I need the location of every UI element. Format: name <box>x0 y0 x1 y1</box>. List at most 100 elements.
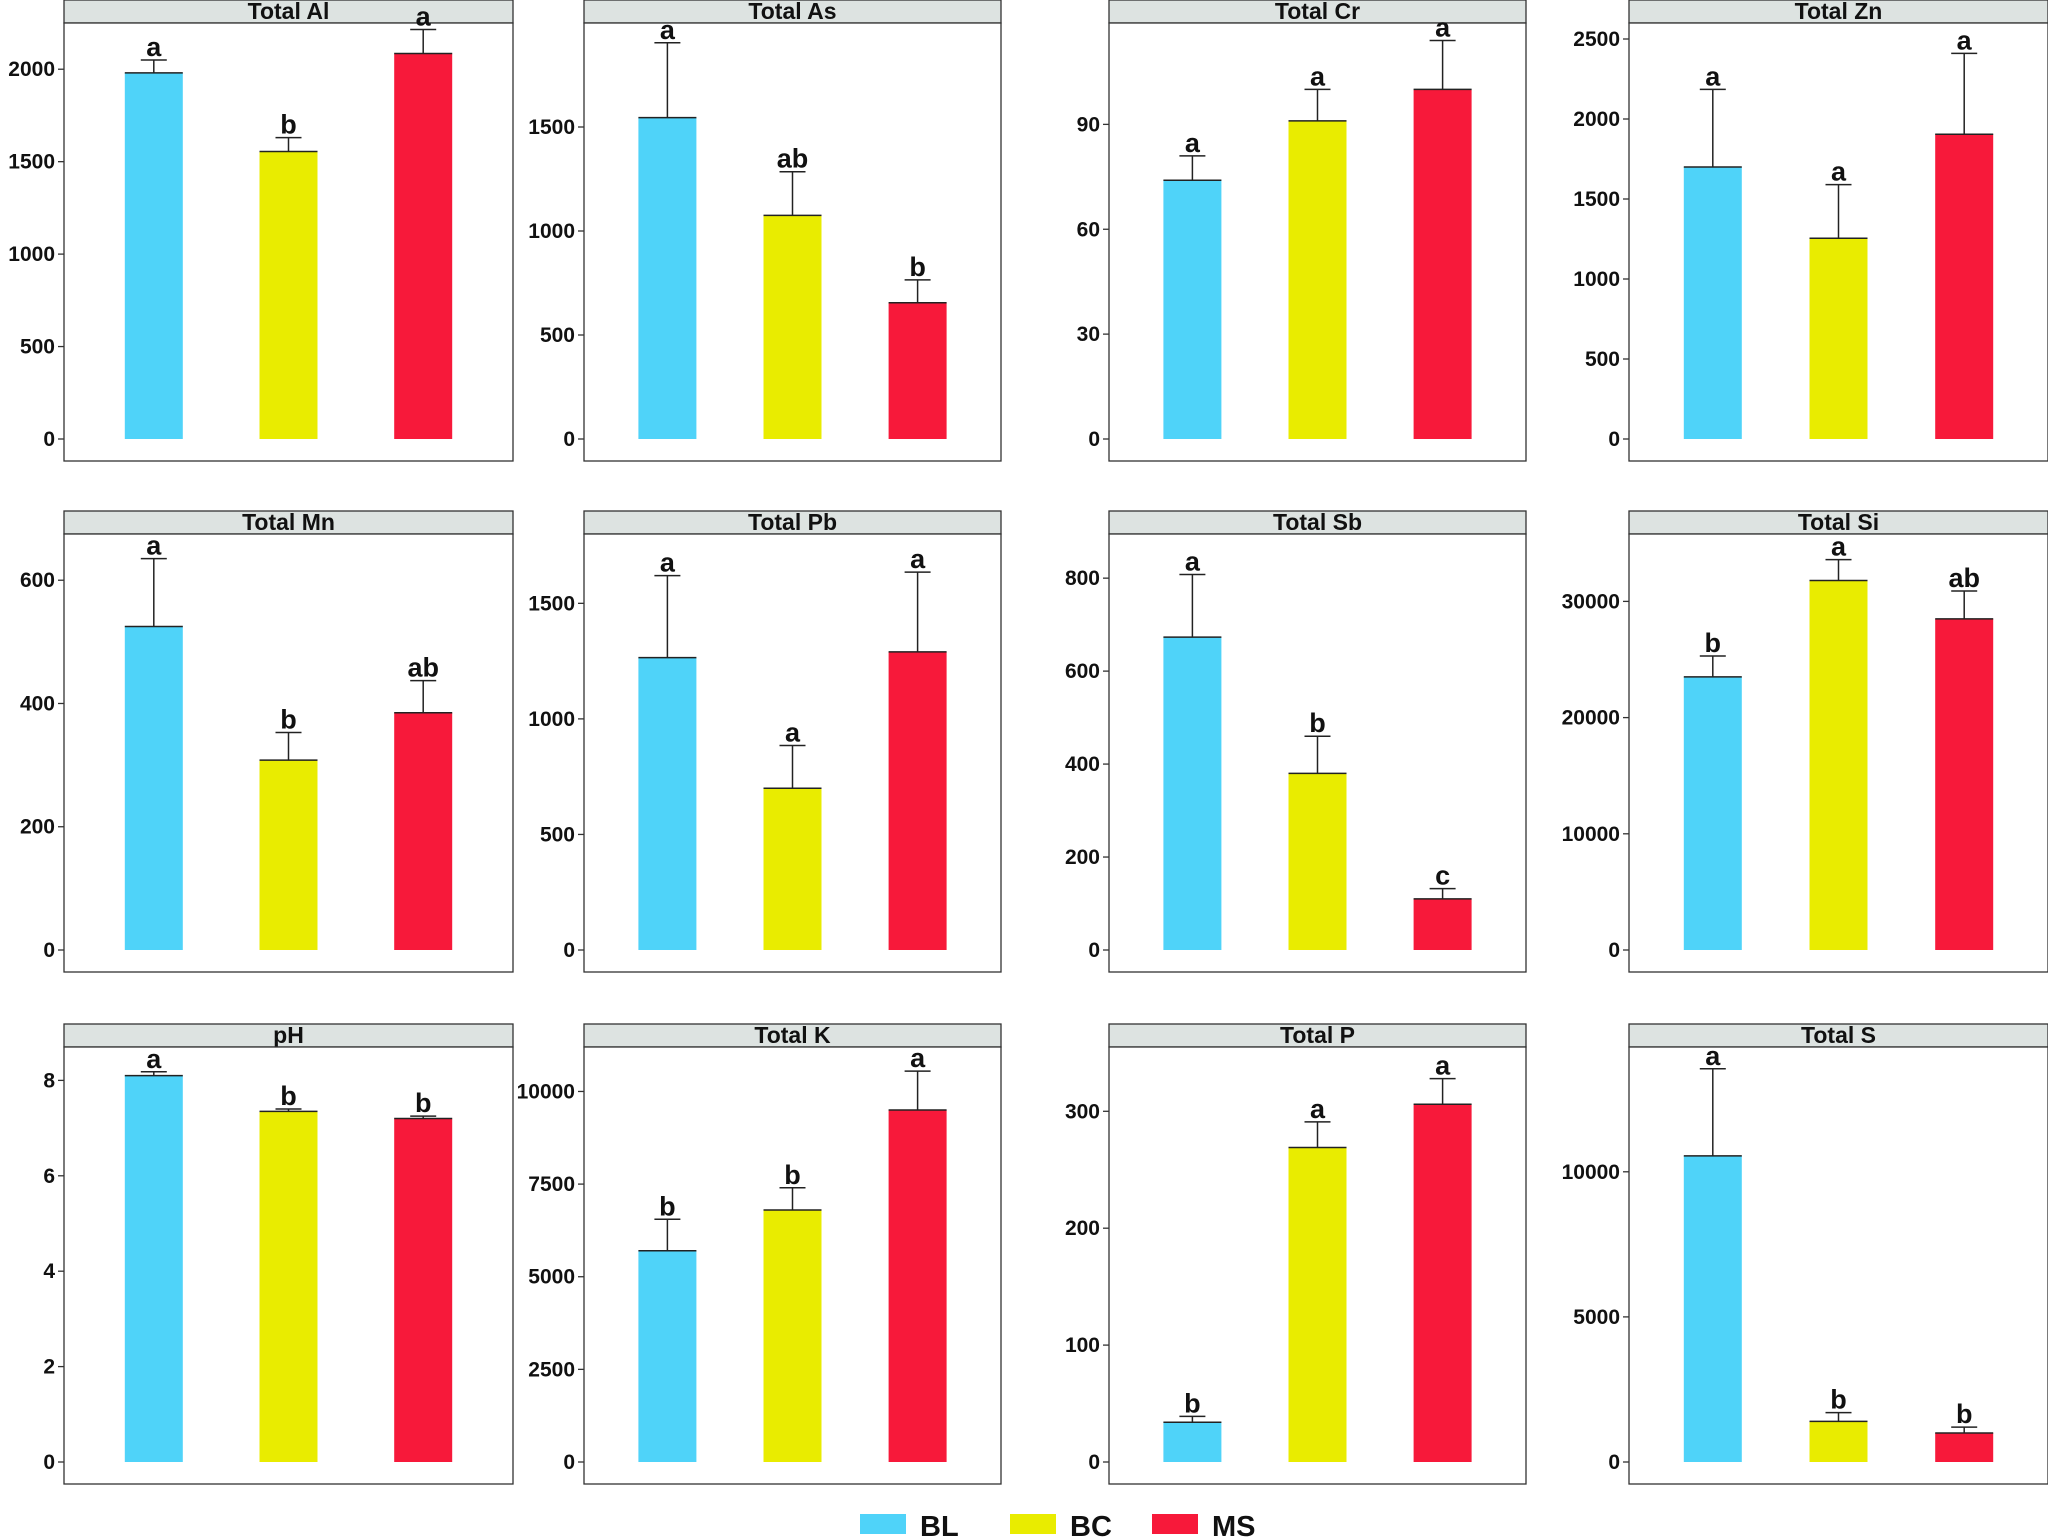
panel-title: Total Al <box>248 0 330 24</box>
y-tick-label: 0 <box>563 428 575 451</box>
bar-bc <box>259 760 318 950</box>
panel-total-k: Total K 0 2500 5000 7500 10000 b b a <box>517 1022 1002 1485</box>
y-tick-label: 200 <box>1065 846 1100 869</box>
bar-bc <box>259 151 318 439</box>
bar-bc <box>1809 1421 1868 1462</box>
significance-letter: a <box>146 531 162 561</box>
significance-letter: a <box>146 32 162 62</box>
y-tick-label: 2500 <box>1573 28 1620 51</box>
y-tick-label: 2000 <box>8 58 55 81</box>
y-tick-label: 10000 <box>1562 1161 1620 1184</box>
bar-bc <box>1809 580 1868 950</box>
y-tick-label: 2500 <box>528 1358 575 1381</box>
bar-ms <box>888 302 947 439</box>
bar-ms <box>888 1109 947 1462</box>
y-tick-label: 100 <box>1065 1334 1100 1357</box>
y-tick-label: 0 <box>1608 939 1620 962</box>
significance-letter: b <box>280 110 297 140</box>
panel-total-as: Total As 0 500 1000 1500 a ab b <box>528 0 1002 462</box>
y-tick-label: 0 <box>1608 1451 1620 1474</box>
bar-bl <box>1163 1422 1222 1462</box>
significance-letter: a <box>1957 25 1973 55</box>
legend-swatch <box>1152 1514 1198 1534</box>
y-tick-label: 300 <box>1065 1100 1100 1123</box>
y-tick-label: 600 <box>1065 660 1100 683</box>
bar-ms <box>1413 898 1472 950</box>
y-tick-label: 0 <box>43 428 55 451</box>
y-tick-label: 200 <box>1065 1217 1100 1240</box>
panel-title: Total As <box>748 0 836 24</box>
legend: BL BC MS <box>860 1511 1256 1540</box>
bar-bc <box>763 215 822 439</box>
significance-letter: ab <box>1948 563 1980 593</box>
y-tick-label: 800 <box>1065 567 1100 590</box>
y-tick-label: 10000 <box>517 1080 575 1103</box>
y-tick-label: 0 <box>1088 939 1100 962</box>
significance-letter: a <box>1310 1094 1326 1124</box>
y-tick-label: 1500 <box>528 592 575 615</box>
bar-ms <box>1413 89 1472 439</box>
significance-letter: a <box>660 15 676 45</box>
legend-swatch <box>860 1514 906 1534</box>
significance-letter: b <box>280 704 297 734</box>
panel-title: Total Zn <box>1795 0 1883 24</box>
y-tick-label: 2000 <box>1573 108 1620 131</box>
bar-bl <box>124 626 183 950</box>
significance-letter: b <box>1830 1385 1847 1415</box>
bar-bc <box>763 1210 822 1462</box>
significance-letter: b <box>415 1088 432 1118</box>
y-tick-label: 500 <box>1585 348 1620 371</box>
legend-label: BL <box>920 1511 959 1540</box>
significance-letter: b <box>1705 628 1722 658</box>
y-tick-label: 30000 <box>1562 590 1620 613</box>
bar-ms <box>394 712 453 950</box>
significance-letter: a <box>146 1044 162 1074</box>
y-tick-label: 20000 <box>1562 707 1620 730</box>
bar-bc <box>1288 1147 1347 1462</box>
y-tick-label: 1500 <box>8 151 55 174</box>
significance-letter: b <box>909 252 926 282</box>
y-tick-label: 4 <box>43 1260 55 1283</box>
bar-ms <box>888 651 947 950</box>
y-tick-label: 500 <box>20 336 55 359</box>
significance-letter: b <box>1309 708 1326 738</box>
y-tick-label: 500 <box>540 324 575 347</box>
significance-letter: b <box>659 1191 676 1221</box>
y-tick-label: 0 <box>1608 428 1620 451</box>
significance-letter: ab <box>407 653 439 683</box>
y-tick-label: 200 <box>20 816 55 839</box>
y-tick-label: 0 <box>563 939 575 962</box>
significance-letter: a <box>1705 61 1721 91</box>
panel-title: Total Si <box>1798 509 1879 535</box>
bar-ms <box>394 53 453 440</box>
bar-bc <box>1809 238 1868 439</box>
panel-title: Total Pb <box>748 509 837 535</box>
significance-letter: c <box>1435 861 1450 891</box>
bar-bc <box>1288 120 1347 439</box>
bar-ms <box>394 1118 453 1462</box>
panel-title: Total Cr <box>1275 0 1360 24</box>
panel-title: Total K <box>754 1022 831 1048</box>
y-tick-label: 7500 <box>528 1173 575 1196</box>
bar-bc <box>763 788 822 950</box>
bar-bl <box>1163 180 1222 440</box>
y-tick-label: 500 <box>540 823 575 846</box>
bar-bl <box>1683 167 1742 439</box>
panel-total-s: Total S 0 5000 10000 a b b <box>1562 1022 2048 1485</box>
y-tick-label: 5000 <box>528 1266 575 1289</box>
y-tick-label: 400 <box>1065 753 1100 776</box>
y-tick-label: 0 <box>563 1451 575 1474</box>
panel-total-p: Total P 0 100 200 300 b a a <box>1065 1022 1527 1485</box>
panel-total-sb: Total Sb 0 200 400 600 800 a b c <box>1065 509 1527 973</box>
legend-item-bl: BL <box>860 1511 959 1540</box>
significance-letter: a <box>1310 61 1326 91</box>
significance-letter: a <box>1831 532 1847 562</box>
y-tick-label: 30 <box>1077 323 1100 346</box>
panel-title: pH <box>273 1022 304 1048</box>
legend-item-bc: BC <box>1010 1511 1112 1540</box>
y-tick-label: 6 <box>43 1165 55 1188</box>
panel-total-pb: Total Pb 0 500 1000 1500 a a a <box>528 509 1002 973</box>
